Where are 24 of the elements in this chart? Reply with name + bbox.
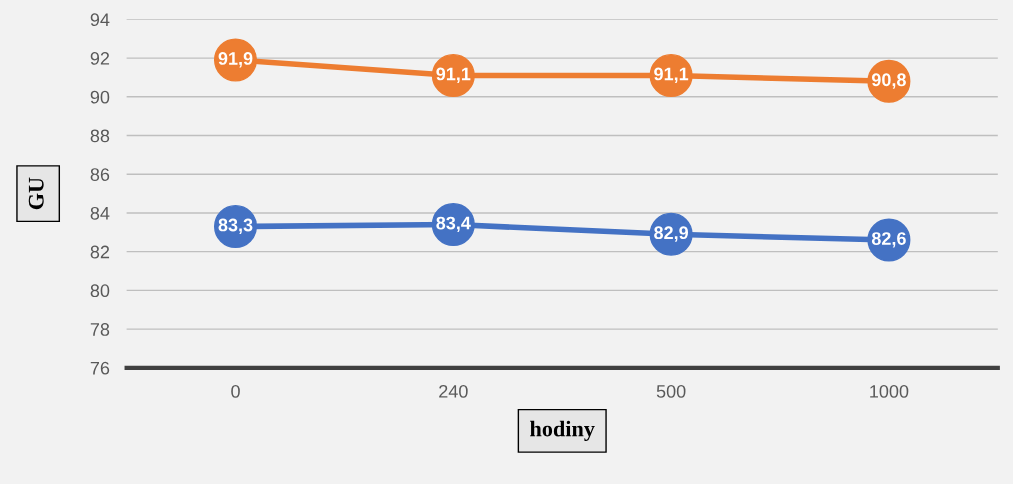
x-axis-title: hodiny	[530, 420, 595, 441]
y-tick-label: 76	[90, 361, 110, 375]
y-tick-label: 78	[90, 323, 110, 336]
data-label: 90,8	[871, 73, 906, 89]
y-tick-label: 80	[90, 284, 110, 298]
y-tick-label: 82	[90, 245, 110, 259]
data-label: 82,9	[654, 226, 689, 242]
y-tick-label: 86	[90, 168, 110, 181]
y-tick-label: 90	[90, 90, 110, 104]
y-tick-label: 92	[90, 52, 110, 65]
y-tick-label: 94	[90, 13, 110, 27]
x-tick-label: 240	[439, 384, 468, 398]
x-tick-label: 500	[656, 384, 686, 398]
y-tick-label: 84	[90, 206, 110, 220]
y-tick-label: 88	[90, 129, 110, 143]
y-axis-title: GU	[28, 177, 44, 210]
data-label: 91,9	[218, 52, 253, 68]
data-label: 91,1	[654, 67, 689, 83]
data-label: 83,3	[218, 218, 253, 234]
data-label: 91,1	[436, 67, 471, 83]
x-tick-label: 0	[231, 384, 240, 398]
data-label: 82,6	[871, 232, 906, 248]
data-label: 83,4	[436, 216, 471, 233]
x-tick-label: 1000	[870, 384, 909, 398]
